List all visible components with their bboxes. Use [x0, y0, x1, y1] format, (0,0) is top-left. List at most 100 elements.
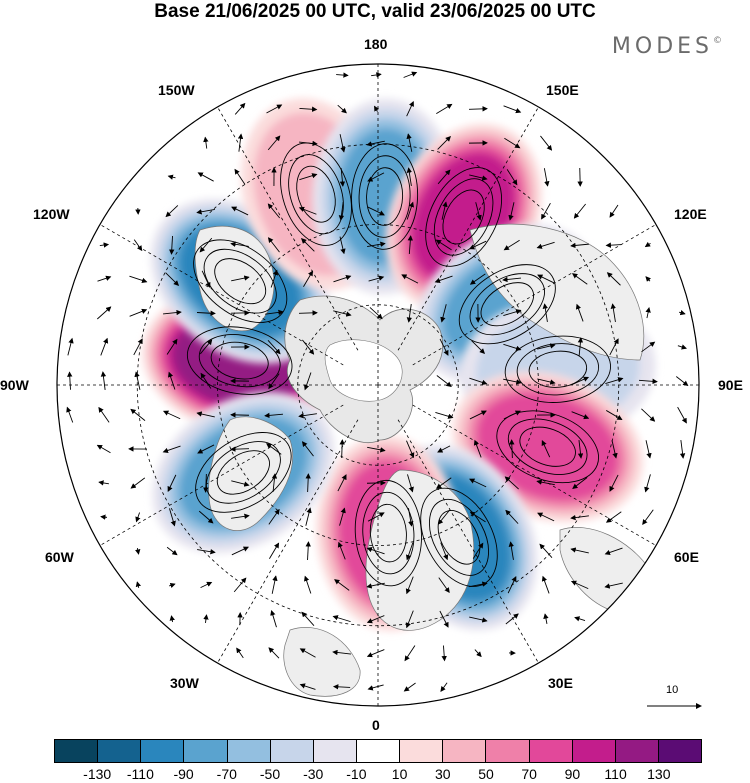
wind-vector: [267, 135, 281, 151]
wind-vector: [167, 371, 176, 390]
contour-lines: [186, 142, 612, 587]
meridian-line: [412, 224, 657, 366]
wind-vector: [506, 169, 518, 186]
wind-vector: [570, 547, 589, 554]
wind-vector: [504, 137, 521, 149]
contour-line: [214, 258, 267, 305]
colorbar-cell: [486, 740, 530, 762]
wind-vector: [339, 507, 346, 526]
wind-vector: [537, 512, 555, 522]
wind-vector: [536, 479, 555, 486]
wind-vector: [299, 648, 316, 658]
wind-vector: [541, 439, 551, 458]
wind-vector: [441, 645, 447, 662]
wind-vector: [541, 202, 551, 220]
wind-vector: [543, 613, 549, 624]
wind-vector: [406, 304, 413, 323]
colorbar-ticks: -130 -110 -90 -70 -50 -30 -10 10 30 50 70 90 110 130: [54, 766, 702, 782]
wind-vector: [271, 575, 278, 594]
wind-vector: [203, 614, 209, 624]
wind-vector: [268, 647, 280, 659]
contour-line: [528, 350, 588, 388]
wind-vector: [134, 371, 141, 390]
wind-vector: [162, 445, 181, 454]
colorbar-tick-label: 130: [647, 766, 671, 782]
wind-vector: [437, 509, 450, 525]
wind-vector: [166, 546, 178, 556]
contour-line: [296, 165, 336, 223]
wind-vector: [577, 440, 584, 459]
lon-label-120e: 120E: [674, 206, 707, 222]
wind-vector: [231, 546, 249, 556]
wind-vector: [610, 303, 616, 322]
lon-label-0: 0: [372, 717, 380, 733]
wind-vector: [369, 307, 383, 320]
wind-vector: [543, 168, 550, 187]
wind-vector: [301, 237, 315, 252]
wind-vector: [339, 134, 346, 153]
wind-vector: [298, 206, 317, 215]
wind-vector: [605, 242, 622, 248]
wind-vector: [231, 206, 249, 216]
wind-vector: [604, 547, 623, 556]
wind-vector: [472, 542, 484, 559]
contour-line: [198, 334, 281, 388]
wind-vector: [197, 172, 214, 182]
contour-line: [186, 326, 293, 395]
wind-vector: [201, 270, 211, 288]
lon-label-90e: 90E: [718, 377, 743, 393]
wind-vector: [299, 173, 318, 181]
wind-vector: [644, 241, 651, 248]
contour-line: [195, 432, 292, 513]
contour-line: [358, 155, 411, 238]
wind-vector: [98, 480, 109, 486]
wind-vector: [270, 609, 277, 628]
wind-vector: [537, 343, 556, 350]
wind-vector: [573, 203, 586, 219]
wind-vector: [130, 408, 146, 421]
wind-vector: [503, 343, 522, 351]
wind-vector: [230, 446, 250, 452]
wind-vector: [197, 549, 216, 555]
colorbar-tick-label: -110: [126, 766, 154, 782]
wind-vector: [571, 273, 588, 285]
wind-vector: [299, 106, 318, 112]
wind-vector: [606, 410, 623, 421]
wind-vector: [303, 270, 313, 288]
wind-vector: [67, 337, 74, 356]
wind-vector: [196, 208, 215, 215]
wind-vector: [403, 682, 416, 692]
wind-vector: [401, 274, 419, 284]
wind-vector: [337, 541, 346, 560]
wind-vector: [575, 303, 584, 322]
wind-vector: [606, 272, 621, 286]
wind-vector: [66, 406, 74, 423]
contour-line: [442, 189, 485, 245]
polar-map: [56, 63, 700, 707]
contour-line: [351, 143, 419, 250]
contour-line: [425, 167, 503, 267]
colorbar-tick-label: 10: [391, 766, 408, 782]
wind-vector: [537, 274, 555, 284]
wind-vector: [536, 241, 555, 249]
wind-vector: [645, 276, 652, 282]
wind-vector: [100, 371, 107, 390]
wind-vector: [504, 476, 519, 490]
wind-vector: [406, 100, 414, 117]
wind-vector: [503, 378, 522, 385]
map-boundary: [56, 63, 700, 707]
contour-line: [519, 426, 576, 467]
wind-vector: [200, 372, 212, 389]
wind-vector: [230, 241, 249, 247]
lat-lon-grid: [57, 64, 699, 706]
lon-label-120w: 120W: [33, 206, 70, 222]
colorbar-cell: [529, 740, 573, 762]
colorbar-cell: [615, 740, 659, 762]
wind-vector: [339, 167, 346, 187]
wind-vector: [367, 241, 386, 247]
wind-vector: [677, 344, 687, 350]
colorbar-tick-label: 30: [435, 766, 451, 782]
wind-vector: [435, 411, 454, 419]
wind-vector: [200, 581, 213, 589]
wind-vector: [469, 478, 487, 488]
